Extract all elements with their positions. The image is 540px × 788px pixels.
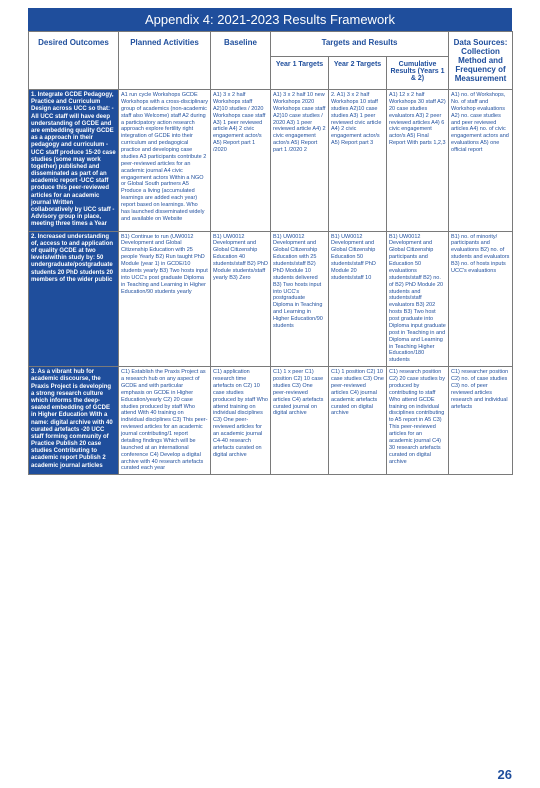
table-row: 2. Increased understanding of, access to…	[29, 231, 513, 367]
cell-baseline: A1) 3 x 2 half Workshops staff A2)10 stu…	[211, 90, 271, 232]
results-framework-table: Desired Outcomes Planned Activities Base…	[28, 31, 513, 475]
cell-activities: A1 run cycle Workshops GCDE Workshops wi…	[119, 90, 211, 232]
hdr-targets-results: Targets and Results	[271, 32, 449, 57]
cell-year2: C1) 1 position C2) 10 case studies C3) O…	[329, 367, 387, 475]
cell-year1: A1) 3 x 2 half 10 new Workshops 2020 Wor…	[271, 90, 329, 232]
cell-outcome: 1. Integrate GCDE Pedagogy, Practice and…	[29, 90, 119, 232]
cell-baseline: C1) application research time artefacts …	[211, 367, 271, 475]
cell-cumulative: C1) research position C2) 20 case studie…	[387, 367, 449, 475]
cell-outcome: 3. As a vibrant hub for academic discour…	[29, 367, 119, 475]
table-row: 1. Integrate GCDE Pedagogy, Practice and…	[29, 90, 513, 232]
hdr-year2: Year 2 Targets	[329, 56, 387, 89]
hdr-data-sources: Data Sources: Collection Method and Freq…	[449, 32, 513, 90]
cell-sources: A1) no. of Workshops, No. of staff and W…	[449, 90, 513, 232]
hdr-cumulative: Cumulative Results (Years 1 & 2)	[387, 56, 449, 89]
cell-cumulative: A1) 12 x 2 half Workshops 30 staff A2) 2…	[387, 90, 449, 232]
cell-year2: 2. A1) 3 x 2 half Workshops 10 staff stu…	[329, 90, 387, 232]
cell-sources: C1) researcher position C2) no. of case …	[449, 367, 513, 475]
cell-cumulative: B1) UW0012 Development and Global Citize…	[387, 231, 449, 367]
appendix-title: Appendix 4: 2021-2023 Results Framework	[28, 8, 512, 31]
cell-activities: C1) Establish the Praxis Project as a re…	[119, 367, 211, 475]
cell-outcome: 2. Increased understanding of, access to…	[29, 231, 119, 367]
cell-year1: C1) 1 x peer C1) position C2) 10 case st…	[271, 367, 329, 475]
table-row: 3. As a vibrant hub for academic discour…	[29, 367, 513, 475]
hdr-desired-outcomes: Desired Outcomes	[29, 32, 119, 90]
cell-sources: B1) no. of minority/ participants and ev…	[449, 231, 513, 367]
hdr-planned-activities: Planned Activities	[119, 32, 211, 90]
hdr-year1: Year 1 Targets	[271, 56, 329, 89]
cell-year2: B1) UW0012 Development and Global Citize…	[329, 231, 387, 367]
cell-year1: B1) UW0012 Development and Global Citize…	[271, 231, 329, 367]
hdr-baseline: Baseline	[211, 32, 271, 90]
cell-activities: B1) Continue to run (UW0012 Development …	[119, 231, 211, 367]
cell-baseline: B1) UW0012 Development and Global Citize…	[211, 231, 271, 367]
